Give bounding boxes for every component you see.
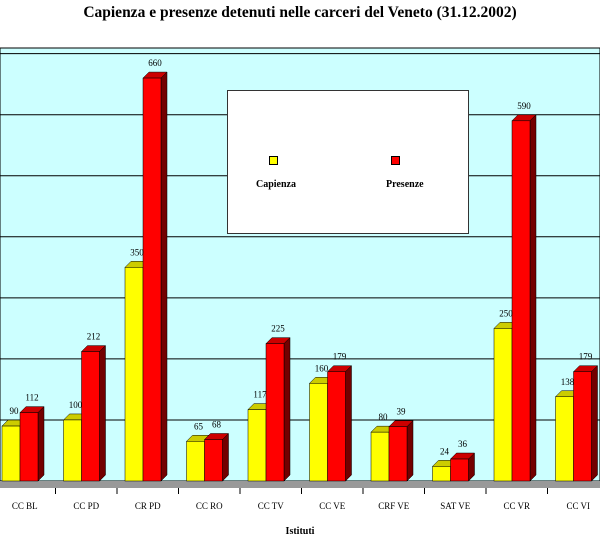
legend-label-capienza: Capienza	[256, 179, 296, 190]
bar	[63, 419, 82, 482]
data-label: 138	[561, 377, 575, 387]
legend-label-presenze: Presenze	[386, 179, 424, 190]
chart-floor	[0, 481, 600, 488]
data-label: 112	[25, 393, 38, 403]
bar	[265, 343, 285, 482]
data-label: 212	[87, 332, 101, 342]
bar	[142, 77, 162, 482]
x-tick-label: CC TV	[258, 501, 285, 511]
data-label: 179	[333, 352, 347, 362]
x-tick-label: CC RO	[196, 501, 223, 511]
chart-title: Capienza e presenze detenuti nelle carce…	[83, 4, 517, 21]
x-tick-label: SAT VE	[440, 501, 470, 511]
x-tick-label: CC PD	[73, 501, 99, 511]
x-tick-label: CR PD	[135, 501, 161, 511]
data-label: 350	[130, 247, 144, 257]
bar	[204, 439, 223, 482]
bar	[511, 120, 531, 482]
x-tick-label: CC BL	[12, 501, 38, 511]
data-label: 660	[148, 58, 162, 68]
data-label: 65	[194, 421, 204, 431]
data-label: 24	[440, 446, 450, 456]
bar-side	[406, 420, 414, 482]
x-tick-label: CC VE	[319, 501, 346, 511]
data-label: 160	[315, 363, 329, 373]
bar	[432, 466, 451, 482]
bar	[450, 458, 469, 482]
bar-side	[222, 432, 229, 482]
bar	[247, 409, 267, 482]
data-label: 80	[379, 412, 389, 422]
legend-swatch-presenze	[391, 156, 400, 165]
data-label: 36	[458, 439, 468, 449]
data-label: 179	[579, 352, 593, 362]
bar	[19, 412, 39, 482]
bar-side	[283, 337, 291, 482]
bar-side	[345, 365, 352, 482]
bar	[388, 426, 408, 482]
bar-side	[160, 71, 168, 482]
x-tick-label: CRF VE	[378, 501, 410, 511]
bar	[309, 383, 328, 482]
bar-side	[99, 344, 106, 482]
bar	[370, 431, 390, 482]
bar-side	[591, 365, 598, 482]
legend: Capienza Presenze	[227, 90, 469, 234]
bar-side	[529, 114, 537, 482]
data-labels: 90 112 100 212 350 660 65 68 117 225 160 179 80 39 24 3…	[10, 58, 593, 456]
data-label: 225	[271, 324, 285, 334]
data-label: 100	[69, 400, 83, 410]
x-tick-label: CC VR	[503, 501, 530, 511]
bar	[573, 371, 592, 482]
data-label: 250	[499, 308, 513, 318]
legend-swatch-capienza	[269, 156, 278, 165]
data-label: 590	[517, 101, 531, 111]
bar	[186, 441, 205, 482]
x-axis-label: Istituti	[285, 526, 315, 537]
bars	[1, 71, 599, 482]
bar	[124, 267, 144, 482]
bar	[327, 371, 346, 482]
x-tick-label: CC VI	[566, 501, 590, 511]
bar	[493, 328, 513, 482]
data-label: 90	[10, 406, 20, 416]
bar	[81, 351, 100, 482]
data-label: 117	[253, 390, 267, 400]
bar	[555, 396, 574, 482]
bar	[1, 425, 21, 482]
x-axis-ticks: CC BL CC PD CR PD CC RO CC TV CC VE CRF VE SAT …	[12, 488, 590, 511]
data-label: 68	[212, 419, 222, 429]
data-label: 39	[397, 407, 407, 417]
bar-side	[37, 406, 45, 482]
